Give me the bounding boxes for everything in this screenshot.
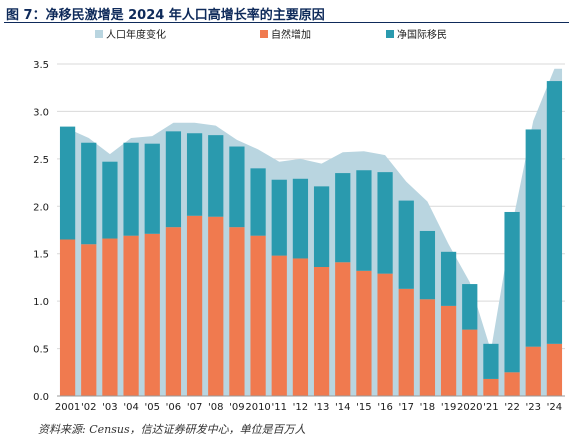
x-tick-label: 2010 [245, 402, 270, 413]
bar-natural-increase [271, 255, 287, 396]
bar-net-migration [144, 143, 160, 234]
x-tick-label: '17 [399, 402, 414, 413]
bar-natural-increase [123, 235, 139, 396]
bar-net-migration [356, 170, 372, 271]
bar-natural-increase [419, 299, 436, 396]
bar-net-migration [398, 200, 414, 289]
bar-natural-increase [462, 329, 478, 396]
x-tick-label: '22 [504, 402, 519, 413]
x-tick-label: 2020 [457, 402, 482, 413]
bar-net-migration [271, 179, 287, 256]
bar-natural-increase [504, 372, 520, 396]
bar-net-migration [250, 168, 266, 236]
x-tick-label: '07 [187, 402, 202, 413]
bar-net-migration [525, 129, 541, 347]
area-population-change [59, 68, 563, 396]
bar-net-migration [440, 251, 457, 306]
bar-net-migration [123, 142, 139, 236]
x-tick-label: '04 [123, 402, 138, 413]
legend-swatch-migration [386, 30, 394, 38]
bar-net-migration [313, 186, 330, 267]
bar-net-migration [377, 172, 393, 274]
x-tick-label: '06 [166, 402, 181, 413]
legend-label: 自然增加 [271, 28, 311, 41]
bar-natural-increase [440, 305, 457, 396]
bar-natural-increase [335, 262, 351, 396]
legend-label: 净国际移民 [397, 28, 447, 41]
source-note: 资料来源: Census，信达证券研发中心，单位是百万人 [38, 423, 306, 436]
x-tick-label: '21 [483, 402, 498, 413]
legend-swatch-natural [260, 30, 268, 38]
legend-swatch-population [95, 30, 103, 38]
bar-net-migration [165, 131, 182, 228]
x-tick-label: '15 [356, 402, 371, 413]
bar-natural-increase [229, 227, 245, 396]
bar-natural-increase [313, 266, 330, 396]
y-tick-label: 3.0 [33, 107, 49, 118]
bar-natural-increase [165, 227, 182, 396]
bar-net-migration [208, 135, 224, 217]
bar-net-migration [186, 133, 203, 216]
bar-net-migration [504, 211, 520, 373]
x-tick-label: '23 [526, 402, 541, 413]
bar-net-migration [229, 146, 245, 228]
x-tick-label: '13 [314, 402, 329, 413]
bar-natural-increase [81, 244, 97, 396]
x-tick-label: '03 [102, 402, 117, 413]
bar-net-migration [81, 142, 97, 245]
bar-natural-increase [208, 216, 224, 396]
y-tick-label: 1.0 [33, 297, 49, 308]
bar-net-migration [102, 161, 118, 239]
bar-net-migration [483, 343, 499, 379]
x-tick-label: '18 [420, 402, 435, 413]
x-tick-label: '11 [272, 402, 287, 413]
title-divider [4, 22, 569, 23]
bar-natural-increase [102, 238, 118, 396]
y-tick-label: 2.5 [33, 155, 49, 166]
bar-natural-increase [59, 239, 76, 396]
y-tick-label: 0.0 [33, 392, 49, 403]
bar-net-migration [419, 230, 436, 300]
bar-natural-increase [292, 258, 309, 396]
y-tick-label: 1.5 [33, 250, 49, 261]
bar-net-migration [59, 126, 76, 240]
bar-natural-increase [398, 288, 414, 396]
legend-label: 人口年度变化 [106, 28, 166, 41]
x-tick-label: '09 [229, 402, 244, 413]
bar-net-migration [292, 178, 309, 259]
x-tick-label: '14 [335, 402, 350, 413]
x-tick-label: '05 [145, 402, 160, 413]
y-tick-label: 3.5 [33, 60, 49, 71]
chart-title: 图 7：净移民激增是 2024 年人口高增长率的主要原因 [6, 8, 325, 23]
bar-natural-increase [186, 215, 203, 396]
bar-net-migration [546, 81, 563, 344]
bar-net-migration [335, 173, 351, 263]
x-tick-label: 2001 [55, 402, 80, 413]
bar-natural-increase [525, 346, 541, 396]
bar-natural-increase [144, 233, 160, 396]
y-tick-label: 0.5 [33, 345, 49, 356]
x-tick-label: '24 [547, 402, 562, 413]
bar-net-migration [462, 284, 478, 330]
bar-natural-increase [356, 270, 372, 396]
y-tick-label: 2.0 [33, 202, 49, 213]
x-tick-label: '02 [81, 402, 96, 413]
x-tick-label: '12 [293, 402, 308, 413]
bar-natural-increase [483, 378, 499, 396]
x-tick-label: '19 [441, 402, 456, 413]
bar-natural-increase [250, 235, 266, 396]
x-tick-label: '08 [208, 402, 223, 413]
x-tick-label: '16 [377, 402, 392, 413]
bar-natural-increase [546, 343, 563, 396]
chart: 0.0 0.5 1.0 1.5 2.0 2.5 3.0 3.5 2001'02 '03 '04 '05… [33, 28, 565, 413]
bar-natural-increase [377, 273, 393, 396]
